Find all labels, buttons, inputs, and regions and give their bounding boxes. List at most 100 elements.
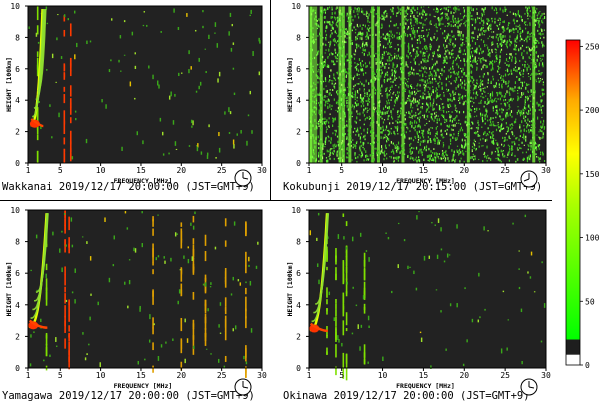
noise-dot <box>419 35 421 39</box>
noise-dot <box>426 50 428 53</box>
noise-dot <box>507 126 510 129</box>
noise-dot <box>481 92 483 95</box>
noise-dot <box>218 132 220 137</box>
noise-dot <box>413 121 416 124</box>
noise-dot <box>539 95 542 98</box>
noise-dot <box>436 118 438 122</box>
noise-dot <box>359 96 362 99</box>
noise-dot <box>438 94 441 97</box>
noise-dot <box>467 28 469 30</box>
noise-dot <box>504 95 506 98</box>
noise-dot <box>458 49 460 52</box>
echo-dash <box>152 261 154 266</box>
noise-dot <box>431 74 433 77</box>
noise-dot <box>539 23 541 26</box>
noise-dot <box>504 43 507 45</box>
noise-dot <box>421 97 423 100</box>
trace-layer <box>37 9 47 92</box>
noise-dot <box>539 10 541 13</box>
noise-dot <box>524 13 526 15</box>
noise-dot <box>71 291 74 294</box>
noise-dot <box>406 64 408 66</box>
noise-dot <box>442 110 444 112</box>
noise-dot <box>513 20 515 22</box>
echo-dash <box>245 345 247 358</box>
noise-dot <box>517 149 519 151</box>
noise-dot <box>366 107 368 109</box>
noise-dot <box>535 80 538 83</box>
noise-dot <box>409 91 411 95</box>
noise-dot <box>410 9 412 12</box>
noise-dot <box>497 122 499 124</box>
echo-dash <box>36 107 39 117</box>
noise-dot <box>440 8 443 10</box>
noise-dot <box>352 139 354 141</box>
noise-dot <box>322 80 325 83</box>
noise-dot <box>465 89 467 91</box>
noise-dot <box>422 139 424 143</box>
noise-dot <box>425 148 427 152</box>
noise-dot <box>502 9 504 12</box>
noise-dot <box>333 76 335 79</box>
noise-dot <box>358 8 360 11</box>
noise-dot <box>387 138 390 141</box>
echo-dash <box>245 308 247 319</box>
noise-dot <box>486 138 488 142</box>
noise-dot <box>328 140 330 142</box>
noise-dot <box>325 38 327 41</box>
noise-dot <box>472 158 475 161</box>
noise-dot <box>437 9 439 12</box>
noise-dot <box>463 12 465 14</box>
noise-dot <box>368 52 370 56</box>
noise-dot <box>328 65 330 68</box>
noise-dot <box>391 117 394 120</box>
noise-dot <box>427 86 429 89</box>
noise-dot <box>505 82 507 85</box>
noise-dot <box>422 114 424 117</box>
noise-dot <box>320 138 322 140</box>
noise-dot <box>527 12 529 15</box>
noise-dot <box>534 143 536 145</box>
noise-dot <box>368 94 370 97</box>
noise-dot <box>435 127 437 130</box>
noise-dot <box>356 116 358 119</box>
noise-dot <box>497 19 499 21</box>
noise-dot <box>363 52 365 56</box>
noise-dot <box>458 119 460 121</box>
noise-dot <box>463 58 465 61</box>
noise-dot <box>383 12 385 15</box>
noise-dot <box>501 128 504 130</box>
noise-dot <box>427 139 429 143</box>
noise-dot <box>475 147 477 150</box>
noise-dot <box>339 20 342 22</box>
noise-dot <box>451 124 453 126</box>
echo-dash <box>63 120 66 135</box>
noise-dot <box>441 17 443 20</box>
noise-dot <box>426 108 428 111</box>
noise-dot <box>526 100 529 102</box>
noise-dot <box>423 86 426 89</box>
noise-dot <box>458 8 460 11</box>
noise-dot <box>495 7 497 9</box>
noise-dot <box>392 143 394 145</box>
noise-dot <box>519 147 521 149</box>
trace-base <box>30 118 44 128</box>
noise-dot <box>423 59 425 63</box>
noise-dot <box>396 12 398 15</box>
echo-dash <box>152 216 154 222</box>
noise-dot <box>361 8 363 10</box>
noise-dot <box>434 156 436 159</box>
noise-dot <box>360 33 363 35</box>
noise-dot <box>479 84 481 88</box>
echo-dash <box>152 342 154 351</box>
noise-dot <box>386 87 388 89</box>
noise-dot <box>443 62 445 64</box>
noise-dot <box>462 15 465 19</box>
noise-dot <box>489 53 491 55</box>
noise-dot <box>504 102 506 106</box>
noise-dot <box>108 69 111 73</box>
noise-dot <box>428 53 430 57</box>
noise-dot <box>383 37 385 39</box>
noise-dot <box>377 103 379 105</box>
noise-dot <box>515 160 517 163</box>
